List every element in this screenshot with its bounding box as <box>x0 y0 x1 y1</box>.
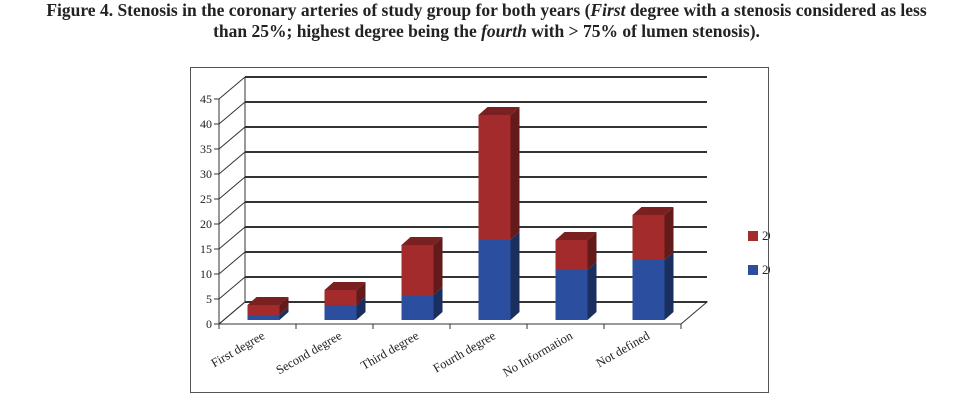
bar-front <box>478 240 511 320</box>
bar-side <box>279 297 289 315</box>
bar-2014-second-degree <box>324 297 366 320</box>
y-tick-label: 0 <box>206 317 212 331</box>
category-label: Second degree <box>274 328 345 377</box>
bar-top <box>401 237 443 245</box>
bar-top <box>324 282 366 290</box>
category-label: Fourth degree <box>431 328 499 375</box>
bar-top <box>555 232 597 240</box>
bar-2015-first-degree <box>247 297 289 315</box>
category-label: First degree <box>209 328 268 370</box>
bar-front <box>478 115 511 240</box>
gridline-side <box>218 151 246 175</box>
legend-label-2015: 2015 <box>762 228 770 243</box>
gridline-side <box>218 276 246 300</box>
stacked-bar-chart: 0 5 10 15 20 25 30 35 40 45 First degree Second deg… <box>200 76 770 380</box>
gridline-side <box>218 251 246 275</box>
bar-front <box>401 295 434 320</box>
caption-line-1: Figure 4. Stenosis in the coronary arter… <box>0 0 973 21</box>
legend-swatch-2015 <box>748 231 758 241</box>
y-tick-label: 40 <box>200 117 212 131</box>
category-label: No Information <box>500 328 575 380</box>
bar-front <box>324 290 357 305</box>
gridline-side <box>218 126 246 150</box>
caption-line-2: than 25%; highest degree being the fourt… <box>0 21 973 42</box>
caption-first-word: First <box>590 0 626 20</box>
bar-side <box>664 252 674 320</box>
bar-side <box>279 307 289 320</box>
bar-front <box>632 260 665 320</box>
bar-top <box>478 107 520 115</box>
bar-side <box>433 237 443 295</box>
bar-front <box>632 215 665 260</box>
bar-side <box>587 262 597 320</box>
bar-2014-not-defined <box>632 252 674 320</box>
chart-frame: 0 5 10 15 20 25 30 35 40 45 First degree Second deg… <box>190 67 770 393</box>
bars-layer <box>247 107 674 320</box>
y-tick-label: 30 <box>200 167 212 181</box>
bar-2014-third-degree <box>401 287 443 320</box>
gridline-side <box>218 176 246 200</box>
legend-swatch-2014 <box>748 265 758 275</box>
y-tick-label: 10 <box>200 267 212 281</box>
bar-front <box>401 245 434 295</box>
grid-layer <box>214 76 709 329</box>
caption-fourth-word: fourth <box>481 21 527 41</box>
bar-front <box>247 305 280 315</box>
bar-side <box>510 232 520 320</box>
caption-line2-start: than 25%; highest degree being the <box>213 21 482 41</box>
bar-2015-third-degree <box>401 237 443 295</box>
bar-2014-first-degree <box>247 307 289 320</box>
category-label: Not defined <box>594 328 653 370</box>
caption-middle: degree with a stenosis considered as les… <box>625 0 927 20</box>
legend-label-2014: 2014 <box>762 262 770 277</box>
legend-layer: 2015 2014 <box>748 228 770 277</box>
bar-2015-fourth-degree <box>478 107 520 240</box>
bar-side <box>356 297 366 320</box>
bar-top <box>632 207 674 215</box>
bar-front <box>324 305 357 320</box>
bar-2015-no-information <box>555 232 597 270</box>
bar-side <box>510 107 520 240</box>
bar-front <box>247 315 280 320</box>
bar-side <box>433 287 443 320</box>
y-tick-label: 5 <box>206 292 212 306</box>
figure-caption: Figure 4. Stenosis in the coronary arter… <box>0 0 973 42</box>
bar-2014-no-information <box>555 262 597 320</box>
bar-front <box>555 240 588 270</box>
bar-front <box>555 270 588 320</box>
y-tick-label: 25 <box>200 192 212 206</box>
gridline-side <box>218 101 246 125</box>
caption-line2-end: with > 75% of lumen stenosis). <box>526 21 760 41</box>
caption-prefix: Figure 4. Stenosis in the coronary arter… <box>46 0 591 20</box>
gridline-side <box>218 76 246 100</box>
gridline-side <box>218 201 246 225</box>
bar-top <box>247 297 289 305</box>
bar-side <box>356 282 366 305</box>
bar-side <box>587 232 597 270</box>
y-tick-label: 35 <box>200 142 212 156</box>
category-label: Third degree <box>358 328 421 372</box>
y-tick-label: 20 <box>200 217 212 231</box>
bar-2015-not-defined <box>632 207 674 260</box>
gridline-side <box>218 226 246 250</box>
bar-side <box>664 207 674 260</box>
y-tick-label: 45 <box>200 92 212 106</box>
bar-2015-second-degree <box>324 282 366 305</box>
bar-2014-fourth-degree <box>478 232 520 320</box>
y-tick-label: 15 <box>200 242 212 256</box>
